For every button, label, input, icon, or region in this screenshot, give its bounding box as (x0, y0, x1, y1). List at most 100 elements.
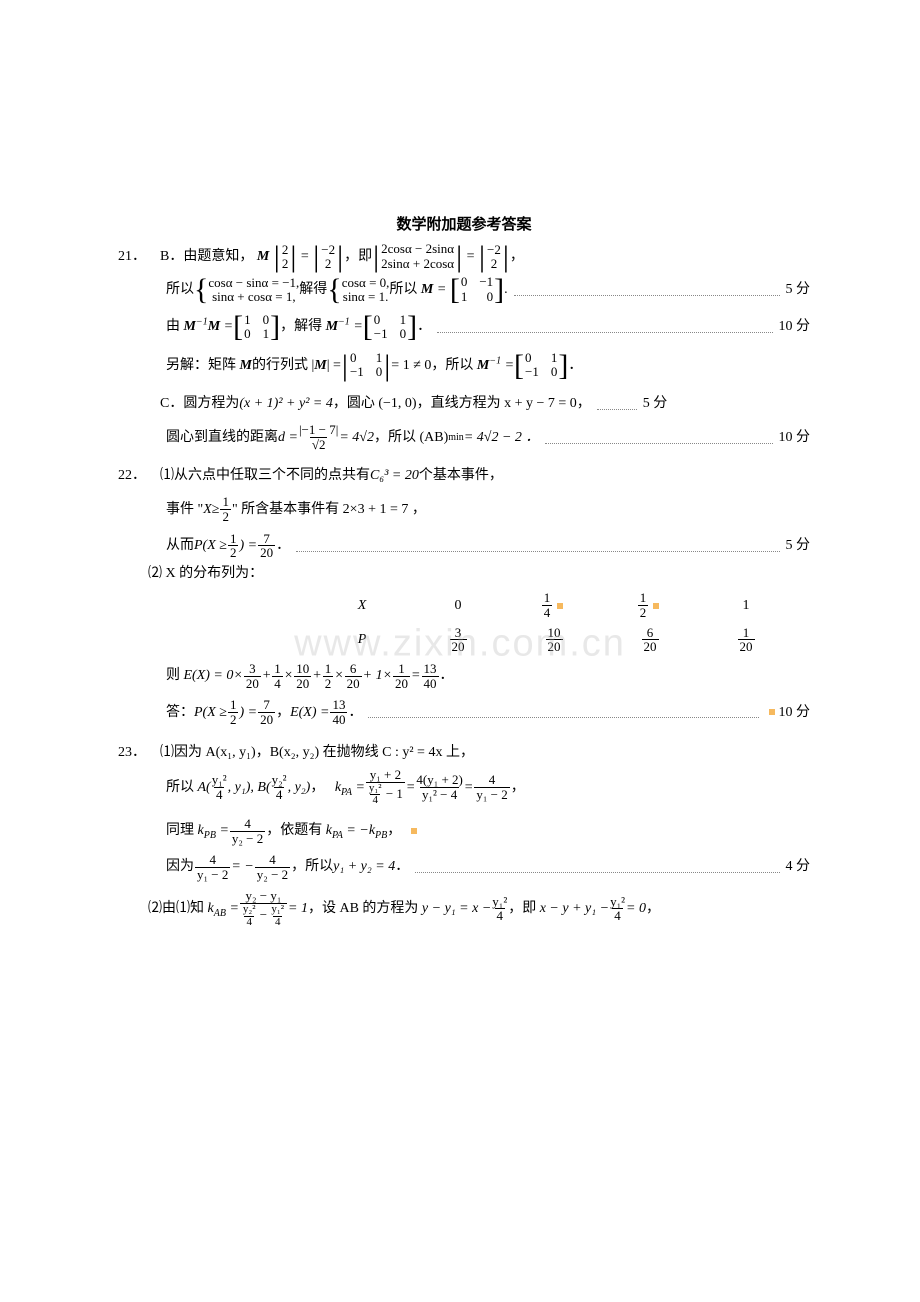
frac: y₁²4 (610, 895, 625, 923)
text: ． (417, 317, 431, 337)
text: 由题意知， (183, 247, 253, 267)
eq: (x + 1)² + y² = 4 (239, 394, 333, 414)
frac: y₂²4 (272, 773, 287, 801)
text: 事件 " (166, 500, 203, 520)
dots-leader (597, 397, 637, 409)
eq: y₁ + y₂ = 4 (333, 857, 395, 877)
points-4: 4 分 (786, 857, 811, 877)
den: √2 (310, 437, 328, 452)
eq: = 4√2 (339, 428, 374, 448)
text: ， (511, 778, 525, 798)
q22-row1: 22． ⑴从六点中任取三个不同的点共有 C₆³ = 20 个基本事件， (118, 466, 810, 486)
table-row: X 0 14 12 1 (338, 591, 810, 619)
q22-ans: 答： P(X ≥ 12 ) = 720 ， E(X) = 1340 ． 10 分 (166, 698, 810, 726)
frac-d: |−1 − 7| √2 (299, 423, 338, 451)
text: ， (510, 247, 524, 267)
points-10: 10 分 (779, 428, 811, 448)
text: ． (440, 666, 454, 686)
eq: E(X) = 0× (180, 666, 243, 686)
td: 620 (626, 626, 674, 654)
th: X (338, 596, 386, 616)
th: P (338, 630, 386, 650)
ge: ≥ (212, 500, 220, 520)
eq: A( (194, 778, 211, 798)
text: . (504, 280, 508, 300)
points-5: 5 分 (786, 280, 811, 300)
frac: y₂ − y₁ y₂²4 − y₁²4 (240, 889, 287, 928)
eq: = 4√2 − 2 ． (464, 428, 540, 448)
eq: ) = (239, 703, 257, 723)
brace-icon: { (327, 275, 341, 305)
frac: 720 (258, 698, 275, 726)
text: 另解：矩阵 (166, 356, 236, 376)
q22-row3: 从而 P(X ≥ 12 ) = 720 ． 5 分 (166, 532, 810, 560)
text: 从而 (166, 536, 194, 556)
text: 因为 (166, 857, 194, 877)
eq: kAB = (204, 899, 239, 919)
text: ，即 (508, 899, 536, 919)
td: 12 (626, 591, 674, 619)
frac: 14 (272, 662, 283, 690)
frac-720: 720 (258, 532, 275, 560)
dots-leader (514, 284, 780, 296)
frac: 12 (323, 662, 334, 690)
q21-b-alt: 另解：矩阵 M 的行列式 | M | = 01−10 = 1 ≠ 0，所以 M−… (166, 351, 810, 380)
sym: M−1 = (322, 317, 363, 337)
text: 答： (166, 703, 194, 723)
dots-leader (545, 431, 772, 443)
frac: 320 (244, 662, 261, 690)
eq: E(X) = (290, 703, 329, 723)
frac: 1340 (422, 662, 439, 690)
text: ． (395, 857, 409, 877)
text: ⑵ X 的分布列为： (148, 564, 263, 584)
eq: x − y + y₁ − (536, 899, 609, 919)
q22-num: 22． (118, 466, 160, 486)
text: " 所含基本事件有 2×3 + 1 = 7 ， (232, 500, 426, 520)
q21-c-row2: 圆心到直线的距离 d = |−1 − 7| √2 = 4√2 ，所以 (AB)m… (166, 423, 810, 451)
td: 14 (530, 591, 578, 619)
points-10: 10 分 (779, 703, 811, 723)
q21-b-row3: 由 M−1M = [ 1001 ] ，解得 M−1 = [ 01−10 ] ． … (166, 313, 810, 342)
frac: 12 (228, 698, 239, 726)
page: www.zixin.com.cn 数学附加题参考答案 21． B． 由题意知， … (0, 0, 920, 1302)
text: ⑴因为 A(x₁, y₁)，B(x₂, y₂) 在抛物线 C : y² = 4x… (160, 743, 474, 763)
text: ， (310, 778, 324, 798)
points-10: 10 分 (779, 317, 811, 337)
dots-leader (296, 540, 779, 552)
eq: × (334, 666, 343, 686)
brace-icon: { (194, 275, 208, 305)
matrix: [ 0−110 ] (450, 275, 504, 304)
frac: 620 (345, 662, 362, 690)
dots-leader (437, 321, 772, 333)
text: ⑵由⑴知 (148, 899, 204, 919)
frac: 4y₂ − 2 (230, 817, 265, 845)
points-5: 5 分 (643, 394, 668, 414)
text: 圆心到直线的距离 (166, 428, 278, 448)
frac-half: 12 (220, 495, 231, 523)
text: ，解得 (280, 317, 322, 337)
eq: P(X ≥ (194, 703, 227, 723)
dist-table: X 0 14 12 1 P 320 1020 620 120 (338, 591, 810, 654)
q21-b-label: B． (160, 247, 183, 267)
num: |−1 − 7| (299, 423, 338, 437)
sys1: cosα − sinα = −1, sinα + cosα = 1, (208, 276, 299, 303)
q23-row5: ⑵由⑴知 kAB = y₂ − y₁ y₂²4 − y₁²4 = 1 ，设 AB… (148, 889, 810, 928)
text: ． (348, 703, 362, 723)
matrix-I: [ 1001 ] (233, 313, 280, 342)
dots-leader (415, 861, 779, 873)
sym: M−1M = (180, 317, 233, 337)
eq: = (463, 247, 478, 267)
text: 个基本事件， (419, 466, 503, 486)
eq: cosα − sinα = −1, (208, 276, 299, 290)
eq: C₆³ = 20 (370, 466, 419, 486)
text: ，所以 (291, 857, 333, 877)
text: 所以 (166, 778, 194, 798)
eq: = 0 (626, 899, 646, 919)
frac: 120 (393, 662, 410, 690)
td: 0 (434, 596, 482, 616)
q23-row1: 23． ⑴因为 A(x₁, y₁)，B(x₂, y₂) 在抛物线 C : y² … (118, 743, 810, 763)
q21-c-label: C． (160, 394, 183, 414)
frac: y₁ + 2y₁²4 − 1 (366, 768, 405, 807)
frac-half: 12 (228, 532, 239, 560)
eq: d = (278, 428, 298, 448)
